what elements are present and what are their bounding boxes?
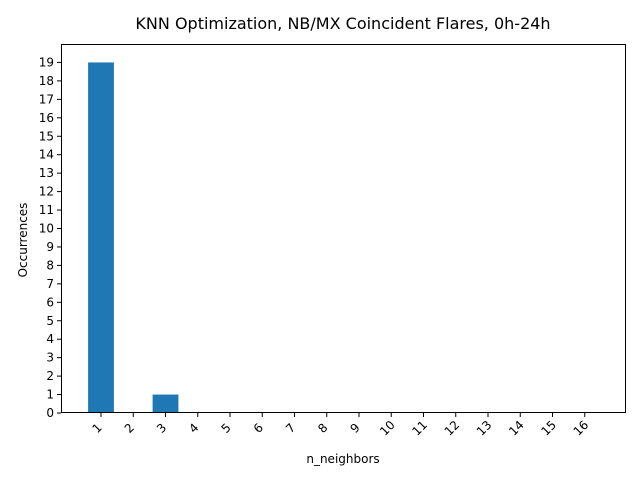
y-tick-label: 2	[46, 369, 54, 383]
y-tick-label: 19	[39, 55, 54, 69]
y-tick-label: 5	[46, 314, 54, 328]
y-axis-label: Occurrences	[16, 203, 30, 278]
y-tick-label: 14	[39, 148, 54, 162]
y-tick-label: 10	[39, 222, 54, 236]
y-tick-label: 8	[46, 258, 54, 272]
y-tick-label: 12	[39, 185, 54, 199]
y-tick-label: 16	[39, 111, 54, 125]
y-tick-label: 17	[39, 92, 54, 106]
chart-title: KNN Optimization, NB/MX Coincident Flare…	[135, 14, 550, 33]
y-tick-label: 0	[46, 406, 54, 420]
y-tick-label: 11	[39, 203, 54, 217]
y-tick-label: 18	[39, 74, 54, 88]
bar-series	[88, 62, 179, 413]
bar-1	[88, 62, 114, 413]
y-tick-label: 7	[46, 277, 54, 291]
plot-frame	[61, 44, 626, 413]
bar-3	[152, 394, 179, 413]
y-tick-label: 4	[46, 332, 54, 346]
y-tick-label: 13	[39, 166, 54, 180]
y-tick-label: 15	[39, 129, 54, 143]
y-tick-label: 1	[46, 388, 54, 402]
y-tick-label: 3	[46, 351, 54, 365]
y-tick-label: 6	[46, 295, 54, 309]
y-tick-label: 9	[46, 240, 54, 254]
x-axis-label: n_neighbors	[306, 452, 379, 466]
